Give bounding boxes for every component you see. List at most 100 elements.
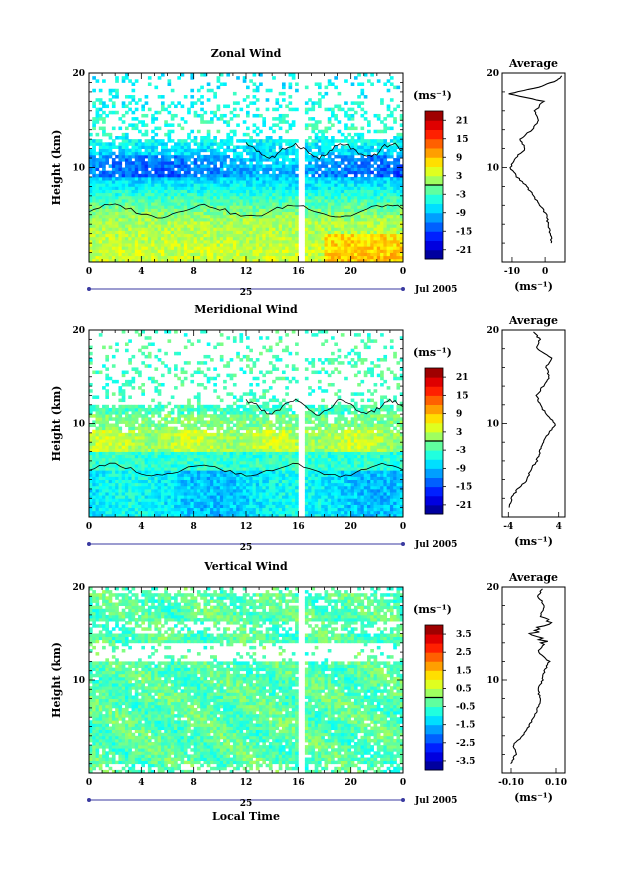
heatmap-cell: [98, 117, 103, 121]
heatmap-cell: [275, 158, 280, 162]
heatmap-cell: [105, 243, 110, 247]
heatmap-cell: [105, 151, 110, 156]
heatmap-cell: [151, 230, 155, 235]
heatmap-cell: [157, 221, 162, 225]
heatmap-cell: [373, 258, 378, 263]
heatmap-cell: [177, 148, 181, 153]
heatmap-cell: [317, 167, 322, 172]
heatmap-cell: [131, 454, 136, 459]
heatmap-cell: [102, 227, 106, 231]
heatmap-cell: [154, 246, 159, 250]
heatmap-cell: [134, 214, 139, 219]
heatmap-cell: [164, 158, 168, 162]
heatmap-cell: [121, 417, 126, 421]
heatmap-cell: [360, 236, 365, 241]
heatmap-cell: [389, 110, 394, 115]
heatmap-cell: [380, 252, 384, 257]
heatmap-cell: [353, 239, 358, 244]
heatmap-cell: [304, 192, 309, 197]
heatmap-cell: [350, 252, 355, 257]
heatmap-cell: [268, 227, 273, 231]
heatmap-cell: [373, 142, 378, 146]
heatmap-cell: [229, 246, 234, 250]
heatmap-cell: [268, 208, 273, 212]
heatmap-cell: [108, 252, 113, 257]
heatmap-cell: [118, 195, 123, 200]
heatmap-cell: [167, 208, 172, 212]
colorbar-segment: [425, 185, 443, 195]
heatmap-cell: [268, 230, 273, 235]
heatmap-cell: [134, 255, 139, 260]
heatmap-cell: [360, 107, 365, 112]
heatmap-cell: [157, 176, 162, 181]
heatmap-cell: [281, 217, 286, 222]
heatmap-cell: [138, 495, 142, 499]
heatmap-cell: [304, 183, 309, 187]
heatmap-cell: [275, 221, 280, 225]
heatmap-cell: [360, 113, 365, 118]
heatmap-cell: [210, 214, 214, 219]
heatmap-cell: [236, 101, 240, 105]
heatmap-cell: [278, 136, 283, 140]
heatmap-cell: [324, 183, 329, 187]
heatmap-cell: [232, 249, 237, 253]
heatmap-cell: [134, 451, 139, 456]
heatmap-cell: [144, 243, 149, 247]
heatmap-cell: [105, 249, 110, 253]
heatmap-cell: [108, 414, 113, 418]
heatmap-cell: [154, 404, 159, 409]
heatmap-cell: [167, 236, 172, 241]
heatmap-cell: [262, 176, 267, 181]
heatmap-cell: [187, 107, 191, 112]
heatmap-cell: [102, 249, 106, 253]
heatmap-cell: [141, 460, 145, 465]
heatmap-cell: [203, 214, 208, 219]
heatmap-cell: [213, 186, 217, 190]
heatmap-cell: [154, 233, 159, 238]
heatmap-cell: [128, 504, 132, 509]
heatmap-cell: [380, 258, 384, 263]
heatmap-cell: [128, 429, 132, 434]
heatmap-cell: [295, 88, 299, 93]
heatmap-cell: [386, 255, 391, 260]
heatmap-cell: [174, 186, 178, 190]
heatmap-cell: [92, 492, 96, 496]
heatmap-cell: [115, 167, 119, 172]
heatmap-cell: [285, 180, 289, 184]
heatmap-cell: [396, 236, 401, 241]
heatmap-cell: [337, 211, 342, 216]
heatmap-cell: [121, 79, 126, 83]
heatmap-cell: [295, 154, 299, 159]
heatmap-cell: [311, 151, 316, 156]
heatmap-cell: [393, 180, 397, 184]
heatmap-cell: [134, 246, 139, 250]
heatmap-cell: [321, 139, 325, 143]
heatmap-cell: [376, 79, 381, 83]
heatmap-cell: [170, 233, 175, 238]
heatmap-cell: [353, 139, 358, 143]
heatmap-cell: [167, 233, 172, 238]
heatmap-cell: [213, 224, 217, 228]
heatmap-cell: [226, 246, 231, 250]
heatmap-cell: [259, 148, 263, 153]
heatmap-cell: [344, 139, 348, 143]
heatmap-cell: [350, 243, 355, 247]
heatmap-cell: [363, 236, 368, 241]
heatmap-cell: [340, 224, 345, 228]
heatmap-cell: [308, 136, 312, 140]
heatmap-cell: [370, 233, 374, 238]
heatmap-cell: [131, 513, 136, 518]
colorbar-segment: [425, 240, 443, 251]
heatmap-cell: [111, 227, 116, 231]
heatmap-cell: [108, 183, 113, 187]
heatmap-cell: [115, 445, 119, 449]
heatmap-cell: [357, 233, 361, 238]
heatmap-cell: [138, 164, 142, 168]
heatmap-cell: [144, 448, 149, 452]
heatmap-cell: [232, 208, 237, 212]
heatmap-cell: [131, 482, 136, 487]
heatmap-cell: [131, 485, 136, 490]
heatmap-cell: [98, 88, 103, 93]
heatmap-cell: [389, 186, 394, 190]
heatmap-cell: [393, 217, 397, 222]
